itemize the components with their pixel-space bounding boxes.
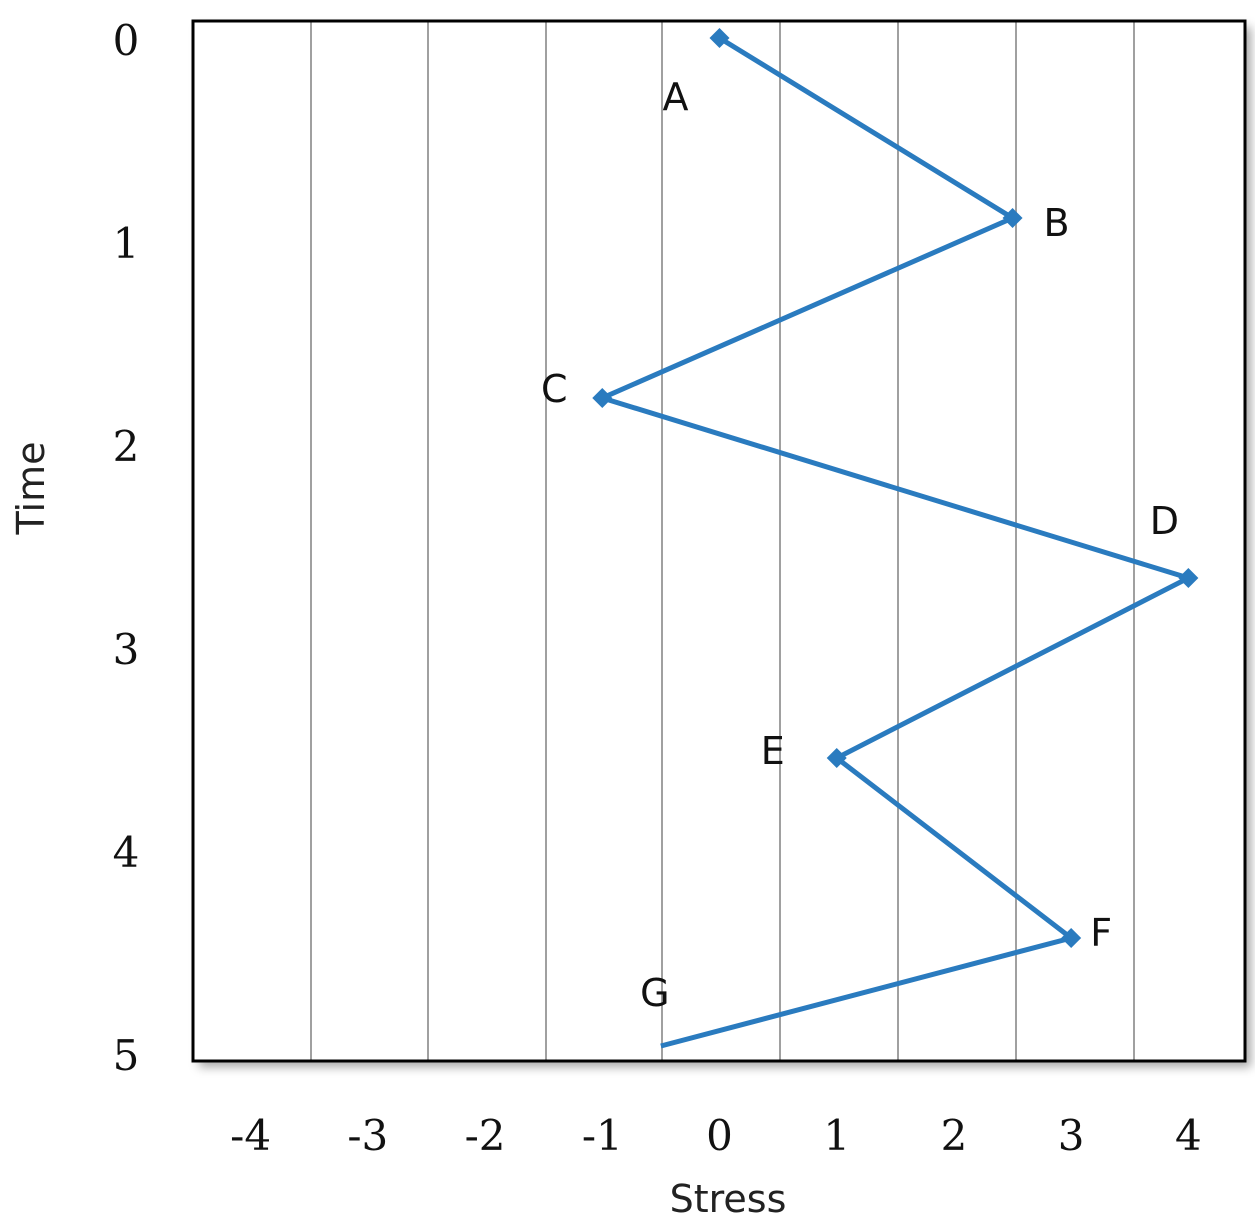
x-tick-label: -4	[230, 1111, 271, 1160]
y-tick-label: 0	[113, 16, 140, 65]
point-marker-c	[592, 388, 613, 408]
y-tick-label: 2	[113, 422, 140, 471]
point-label-e: E	[761, 729, 785, 773]
y-tick-label: 4	[113, 828, 140, 877]
x-axis-title: Stress	[670, 1177, 787, 1221]
point-marker-a	[709, 28, 730, 48]
point-label-f: F	[1090, 911, 1112, 955]
plot-border	[191, 19, 1247, 1063]
x-tick-label: 1	[823, 1111, 850, 1160]
gridlines	[310, 21, 1135, 1061]
x-tick-label: -2	[465, 1111, 506, 1160]
point-label-b: B	[1044, 201, 1070, 245]
x-tick-label: 3	[1058, 1111, 1085, 1160]
point-marker-b	[1002, 208, 1023, 228]
y-tick-labels: 0 1 2 3 4 5	[113, 16, 140, 1080]
x-tick-labels: -4 -3 -2 -1 0 1 2 3 4	[230, 1111, 1202, 1160]
point-marker-e	[826, 748, 847, 768]
x-tick-label: 2	[941, 1111, 968, 1160]
y-tick-label: 1	[113, 219, 140, 268]
point-label-d: D	[1150, 499, 1179, 543]
plot-area	[193, 21, 1245, 1061]
point-label-a: A	[663, 75, 689, 119]
x-tick-label: -3	[347, 1111, 388, 1160]
y-tick-label: 5	[113, 1031, 140, 1080]
point-label-g: G	[640, 971, 669, 1015]
x-tick-label: -1	[582, 1111, 623, 1160]
series-layer	[592, 28, 1199, 1049]
y-tick-label: 3	[113, 625, 140, 674]
point-labels: A B C D E F G	[541, 75, 1179, 1015]
point-marker-d	[1178, 568, 1199, 588]
x-tick-label: 4	[1175, 1111, 1202, 1160]
point-label-c: C	[541, 367, 568, 411]
y-axis-title: Time	[9, 442, 53, 536]
x-tick-label: 0	[706, 1111, 733, 1160]
point-marker-f	[1061, 928, 1082, 948]
